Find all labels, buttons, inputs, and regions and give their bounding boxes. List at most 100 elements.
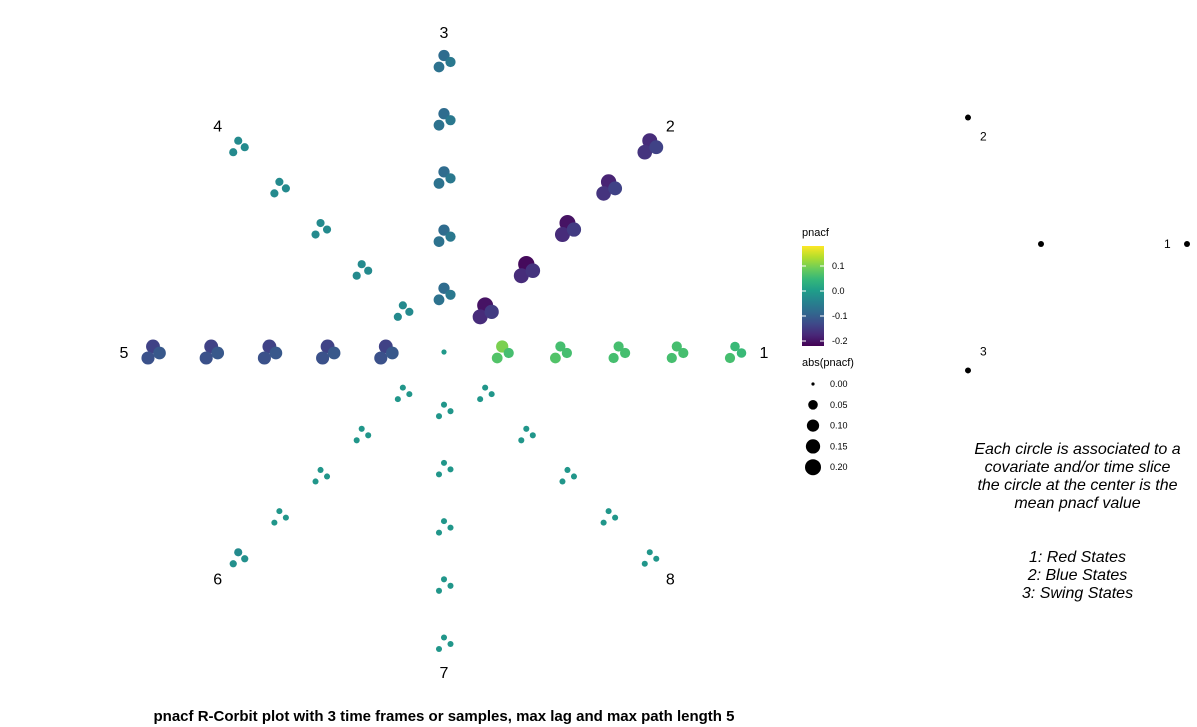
corbit-point	[433, 236, 445, 247]
corbit-point	[234, 548, 243, 557]
corbit-point	[653, 555, 660, 562]
corbit-point	[596, 186, 611, 201]
corbit-point	[240, 143, 249, 152]
inset-point	[1184, 241, 1190, 247]
color-legend: pnacf 0.1 0.0 -0.1 -0.2	[802, 227, 848, 346]
corbit-point	[671, 341, 682, 352]
corbit-point	[612, 514, 619, 521]
direction-label: 3	[440, 25, 449, 42]
direction-label: 6	[213, 571, 222, 588]
corbit-point	[554, 227, 570, 243]
corbit-point	[550, 352, 561, 364]
corbit-point	[405, 307, 414, 316]
size-legend: abs(pnacf) 0.00 0.05 0.10 0.15 0.20	[802, 357, 854, 476]
color-legend-title: pnacf	[802, 227, 830, 239]
inset-label: 3	[980, 344, 987, 358]
size-legend-key	[805, 459, 821, 476]
corbit-point	[393, 312, 402, 321]
corbit-point	[199, 351, 213, 365]
caption-line: Each circle is associated to a	[974, 441, 1181, 458]
corbit-point	[447, 640, 454, 648]
corbit-point	[276, 508, 283, 515]
corbit-point	[435, 587, 443, 594]
size-legend-key	[806, 419, 820, 432]
corbit-point	[555, 341, 566, 352]
corbit-point	[513, 268, 529, 284]
size-legend-label: 0.20	[830, 462, 848, 472]
colorbar-tick-label: -0.2	[832, 336, 848, 346]
corbit-point	[234, 136, 243, 145]
corbit-point	[324, 473, 331, 480]
center-mean-point	[441, 349, 447, 355]
corbit-point	[275, 177, 284, 186]
inset-label: 2	[980, 130, 987, 144]
corbit-point	[435, 529, 443, 536]
corbit-point	[141, 351, 155, 365]
inset-key: 1 2 3	[965, 114, 1190, 374]
corbit-point	[482, 384, 489, 391]
caption-series-key: 1: Red States 2: Blue States 3: Swing St…	[940, 549, 1197, 603]
corbit-point	[435, 471, 443, 478]
corbit-point	[433, 294, 445, 306]
corbit-point	[399, 384, 406, 391]
corbit-point	[491, 352, 503, 364]
caption-line: the circle at the center is the	[977, 477, 1178, 494]
direction-label: 1	[760, 345, 769, 362]
corbit-point	[445, 289, 456, 300]
corbit-points	[141, 49, 747, 653]
corbit-point	[736, 348, 747, 358]
corbit-point	[641, 560, 648, 567]
corbit-point	[646, 549, 653, 556]
corbit-point	[281, 184, 290, 193]
corbit-point	[271, 519, 278, 526]
corbit-point	[445, 231, 456, 242]
corbit-point	[447, 466, 454, 473]
corbit-point	[518, 437, 525, 444]
inset-center-point	[1038, 241, 1044, 247]
corbit-point	[438, 166, 450, 178]
direction-labels: 1 2 3 4 5 6 7 8	[120, 25, 769, 682]
direction-label: 2	[666, 119, 675, 136]
corbit-point	[561, 347, 573, 359]
corbit-point	[353, 437, 360, 444]
size-legend-label: 0.00	[830, 379, 848, 389]
corbit-point	[241, 555, 249, 563]
corbit-point	[282, 514, 289, 521]
corbit-point	[357, 260, 366, 269]
direction-label: 5	[120, 345, 129, 362]
corbit-point	[311, 230, 320, 239]
corbit-point	[358, 425, 365, 432]
series-key-line: 3: Swing States	[1021, 585, 1134, 602]
size-legend-key	[808, 400, 818, 410]
corbit-point	[229, 560, 237, 568]
inset-point	[965, 114, 971, 121]
corbit-point	[229, 148, 238, 157]
corbit-point	[529, 432, 536, 439]
corbit-point	[269, 346, 283, 360]
corbit-point	[433, 61, 445, 73]
series-key-line: 1: Red States	[1029, 549, 1126, 566]
corbit-point	[666, 352, 677, 364]
colorbar-tick-label: 0.1	[832, 261, 845, 271]
corbit-point	[637, 144, 653, 160]
chart-title: pnacf R-Corbit plot with 3 time frames o…	[153, 708, 735, 725]
corbit-point	[385, 346, 399, 360]
corbit-point	[438, 282, 450, 294]
corbit-point	[438, 49, 450, 62]
size-legend-label: 0.05	[830, 400, 848, 410]
corbit-point	[365, 432, 372, 439]
corbit-point	[608, 181, 623, 196]
corbit-point	[435, 413, 443, 420]
corbit-point	[564, 466, 571, 473]
corbit-point	[730, 341, 740, 352]
direction-label: 7	[440, 665, 449, 682]
corbit-point	[433, 119, 445, 131]
corbit-point	[374, 351, 388, 365]
corbit-point	[153, 346, 166, 360]
corbit-point	[472, 309, 488, 325]
corbit-point	[322, 225, 332, 234]
corbit-point	[447, 408, 454, 415]
direction-label: 4	[213, 119, 222, 136]
corbit-point	[440, 518, 448, 525]
